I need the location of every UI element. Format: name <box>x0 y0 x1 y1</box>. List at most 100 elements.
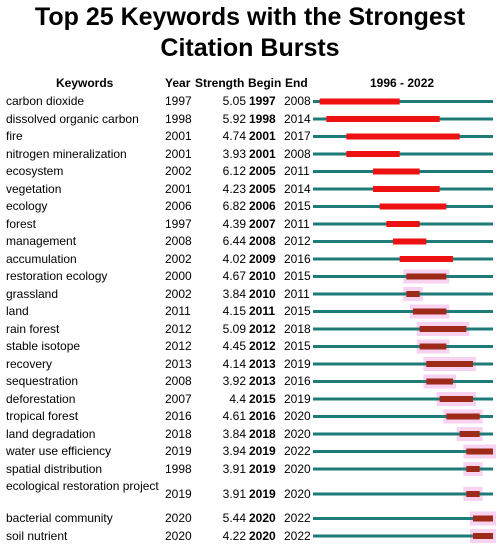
end-year: 2008 <box>284 94 311 108</box>
strength-value: 3.84 <box>222 286 246 301</box>
burst-bar <box>406 291 420 297</box>
burst-bar <box>459 431 480 437</box>
burst-bar <box>326 116 440 122</box>
begin-year: 2007 <box>249 216 276 231</box>
strength-value: 4.39 <box>222 216 246 231</box>
keyword-label: forest <box>6 216 37 231</box>
keyword-label: ecological restoration project <box>6 479 159 493</box>
keyword-label: fire <box>6 129 23 143</box>
begin-year: 1997 <box>249 94 276 108</box>
timeline-baseline <box>313 362 493 366</box>
begin-year: 2019 <box>249 487 276 501</box>
year-value: 2000 <box>165 269 192 283</box>
timeline-baseline <box>313 517 493 520</box>
year-value: 2019 <box>165 444 192 458</box>
end-year: 2019 <box>284 356 311 371</box>
keyword-label: bacterial community <box>6 511 113 525</box>
begin-year: 2011 <box>249 304 276 318</box>
end-year: 2019 <box>284 391 311 406</box>
timeline-baseline <box>313 432 493 436</box>
keyword-label: nitrogen mineralization <box>6 146 127 161</box>
keyword-label: water use efficiency <box>6 444 112 458</box>
end-year: 2017 <box>284 129 311 143</box>
begin-year: 2010 <box>249 269 276 283</box>
timeline-baseline <box>313 380 493 383</box>
burst-bar <box>419 326 467 332</box>
year-value: 2001 <box>165 146 192 161</box>
year-value: 2011 <box>165 304 191 318</box>
begin-year: 2012 <box>249 339 276 353</box>
strength-value: 3.84 <box>222 426 246 441</box>
end-year: 2012 <box>284 234 311 248</box>
strength-value: 5.05 <box>222 94 246 108</box>
end-year: 2022 <box>284 444 311 458</box>
burst-bar <box>439 396 473 402</box>
strength-value: 4.02 <box>222 251 246 266</box>
end-year: 2015 <box>284 339 311 353</box>
header-strength: Strength <box>195 76 245 90</box>
burst-bar <box>319 98 400 105</box>
strength-value: 4.14 <box>222 356 246 371</box>
keyword-label: soil nutrient <box>6 528 68 543</box>
year-value: 2002 <box>165 164 192 178</box>
strength-value: 6.12 <box>222 164 246 178</box>
burst-bar <box>473 515 493 522</box>
year-value: 1997 <box>165 94 192 108</box>
header-year: Year <box>165 76 191 90</box>
burst-bar <box>426 361 473 367</box>
burst-bar <box>473 533 493 539</box>
year-value: 1998 <box>165 461 192 476</box>
begin-year: 2010 <box>249 286 276 301</box>
end-year: 2011 <box>284 216 310 231</box>
strength-value: 3.92 <box>222 374 246 388</box>
end-year: 2014 <box>284 181 311 196</box>
begin-year: 2008 <box>249 234 276 248</box>
year-value: 2002 <box>165 251 192 266</box>
burst-bar <box>346 133 460 140</box>
strength-value: 4.67 <box>222 269 246 283</box>
chart-title: Top 25 Keywords with the Strongest Citat… <box>34 3 466 62</box>
burst-bar <box>406 273 447 280</box>
year-value: 2012 <box>165 321 192 336</box>
end-year: 2015 <box>284 304 311 318</box>
year-value: 1998 <box>165 111 192 126</box>
timeline-baseline <box>313 397 493 401</box>
timeline-baseline <box>313 467 493 471</box>
end-year: 2022 <box>284 511 311 525</box>
end-year: 2022 <box>284 528 311 543</box>
strength-value: 6.82 <box>222 199 246 213</box>
strength-value: 5.92 <box>222 111 246 126</box>
timeline-baseline <box>313 327 493 331</box>
year-value: 2008 <box>165 234 192 248</box>
keyword-label: vegetation <box>6 181 62 196</box>
begin-year: 2019 <box>249 444 276 458</box>
strength-value: 5.44 <box>222 511 246 525</box>
burst-bar <box>346 151 400 157</box>
begin-year: 2019 <box>249 461 276 476</box>
end-year: 2011 <box>284 286 310 301</box>
begin-year: 2001 <box>249 146 276 161</box>
keyword-label: restoration ecology <box>6 269 108 283</box>
burst-bar <box>373 168 420 175</box>
keyword-label: ecology <box>6 199 48 213</box>
burst-bar <box>386 221 420 227</box>
strength-value: 3.93 <box>222 146 246 161</box>
year-value: 2001 <box>165 129 192 143</box>
keyword-label: rain forest <box>6 321 60 336</box>
keyword-label: recovery <box>6 356 53 371</box>
begin-year: 2009 <box>249 251 276 266</box>
strength-value: 6.44 <box>222 234 246 248</box>
end-year: 2018 <box>284 321 311 336</box>
timeline-baseline <box>313 345 493 348</box>
year-value: 2013 <box>165 356 192 371</box>
keyword-label: tropical forest <box>6 409 79 423</box>
strength-value: 4.4 <box>229 391 246 406</box>
timeline-baseline <box>313 310 493 313</box>
begin-year: 2015 <box>249 391 276 406</box>
keyword-label: sequestration <box>6 374 79 388</box>
year-value: 2016 <box>165 409 192 423</box>
end-year: 2020 <box>284 487 311 501</box>
end-year: 2011 <box>284 164 310 178</box>
header-begin: Begin <box>248 76 282 90</box>
